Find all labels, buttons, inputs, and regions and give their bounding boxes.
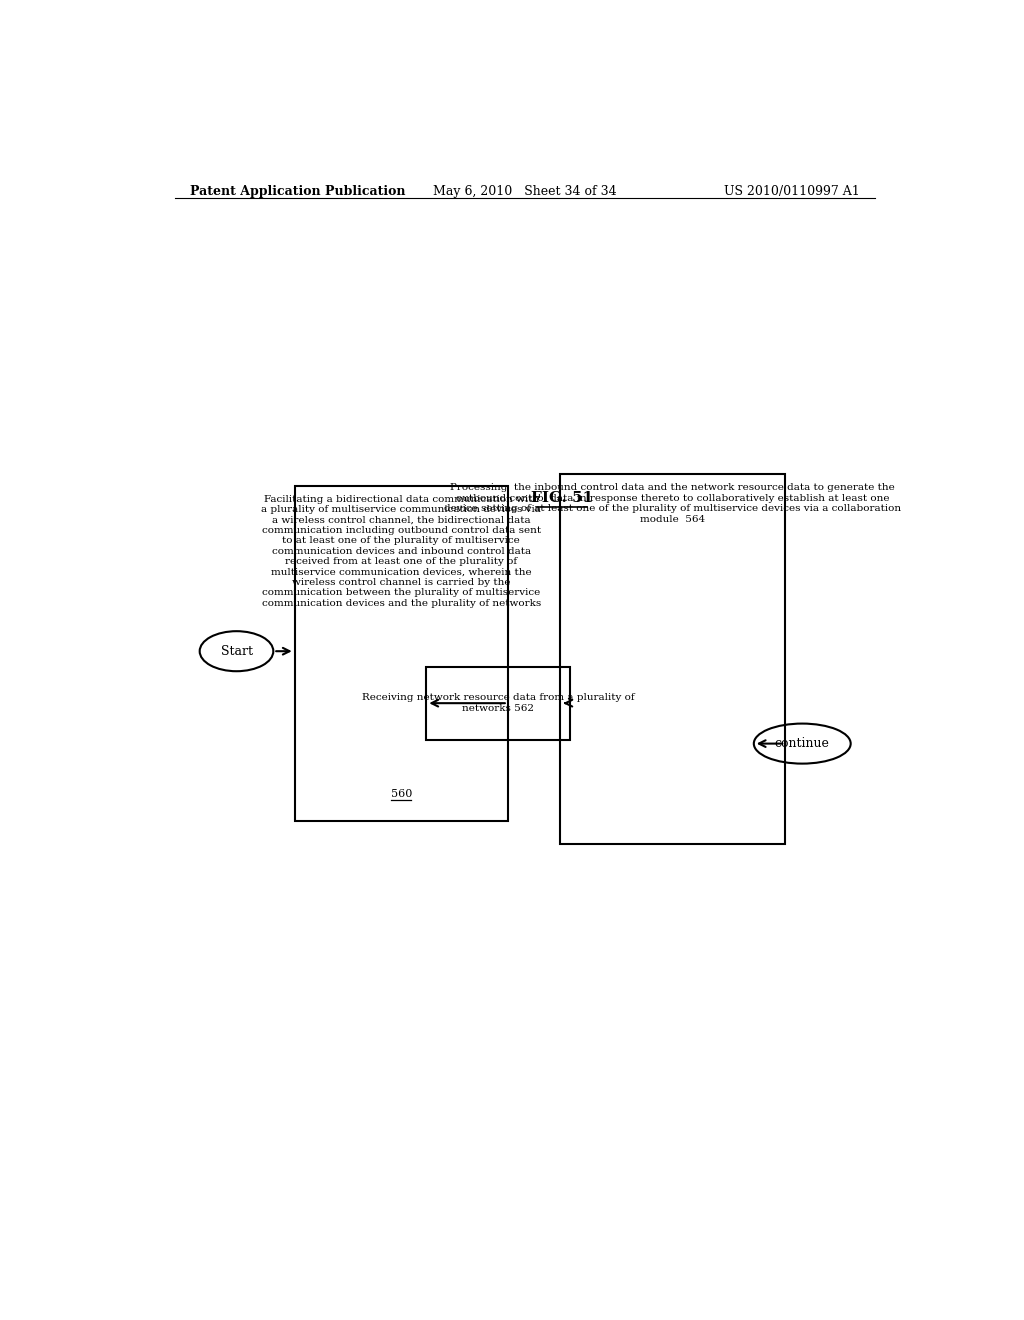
Text: US 2010/0110997 A1: US 2010/0110997 A1: [724, 185, 859, 198]
Bar: [295, 486, 508, 821]
Text: Receiving network resource data from a plurality of
networks 562: Receiving network resource data from a p…: [361, 693, 635, 713]
Text: continue: continue: [775, 737, 829, 750]
Text: Patent Application Publication: Patent Application Publication: [190, 185, 406, 198]
Text: FIG. 51: FIG. 51: [530, 491, 593, 506]
Text: Processing  the inbound control data and the network resource data to generate t: Processing the inbound control data and …: [444, 483, 901, 524]
Bar: [426, 667, 569, 739]
Text: Facilitating a bidirectional data communication with
a plurality of multiservice: Facilitating a bidirectional data commun…: [261, 495, 541, 609]
Text: Start: Start: [220, 644, 253, 657]
Bar: [560, 474, 785, 843]
Text: May 6, 2010   Sheet 34 of 34: May 6, 2010 Sheet 34 of 34: [433, 185, 616, 198]
Text: 560: 560: [390, 789, 412, 799]
